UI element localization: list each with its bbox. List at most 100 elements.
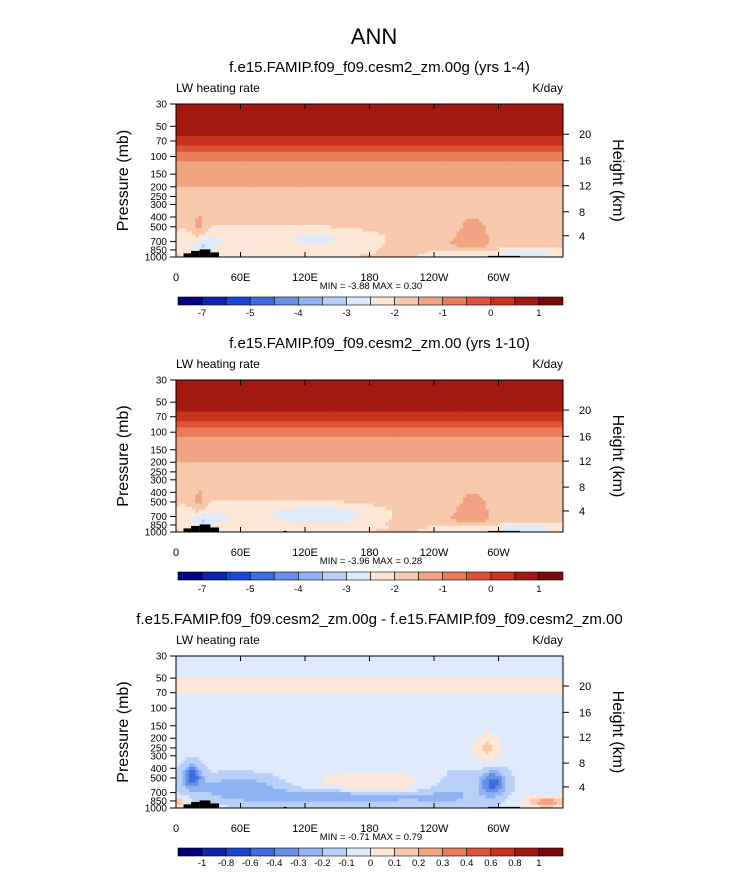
- heatmap-cell: [514, 139, 519, 143]
- heatmap-cell: [556, 190, 561, 194]
- heatmap-cell: [343, 221, 348, 226]
- heatmap-cell: [395, 151, 400, 156]
- heatmap-cell: [253, 132, 258, 137]
- heatmap-cell: [359, 193, 364, 198]
- heatmap-cell: [495, 170, 500, 175]
- heatmap-cell: [185, 107, 190, 111]
- heatmap-cell: [414, 158, 419, 162]
- heatmap-cell: [308, 218, 313, 223]
- heatmap-cell: [205, 148, 209, 153]
- heatmap-cell: [353, 202, 358, 207]
- heatmap-cell: [185, 196, 190, 201]
- heatmap-cell: [533, 151, 538, 156]
- heatmap-cell: [317, 158, 322, 162]
- heatmap-cell: [234, 132, 238, 137]
- heatmap-cell: [337, 183, 342, 188]
- heatmap-cell: [533, 126, 538, 131]
- heatmap-cell: [188, 180, 193, 185]
- heatmap-cell: [417, 135, 422, 140]
- heatmap-cell: [453, 151, 458, 156]
- heatmap-cell: [475, 177, 480, 182]
- heatmap-cell: [272, 155, 277, 159]
- heatmap-cell: [388, 119, 393, 124]
- heatmap-cell: [469, 123, 474, 127]
- heatmap-cell: [469, 161, 474, 166]
- heatmap-cell: [221, 126, 225, 131]
- heatmap-cell: [198, 151, 203, 156]
- heatmap-cell: [424, 196, 429, 201]
- heatmap-cell: [375, 135, 380, 140]
- heatmap-cell: [353, 186, 358, 191]
- heatmap-cell: [543, 126, 548, 131]
- heatmap-cell: [553, 228, 558, 233]
- heatmap-cell: [234, 190, 238, 194]
- heatmap-cell: [263, 158, 267, 162]
- heatmap-cell: [185, 142, 190, 147]
- heatmap-cell: [321, 142, 325, 147]
- heatmap-cell: [382, 129, 387, 134]
- heatmap-cell: [208, 167, 213, 172]
- heatmap-cell: [556, 104, 561, 108]
- heatmap-cell: [192, 177, 196, 182]
- heatmap-cell: [546, 129, 551, 134]
- heatmap-cell: [559, 209, 563, 213]
- heatmap-cell: [324, 190, 329, 194]
- heatmap-cell: [317, 174, 322, 178]
- heatmap-cell: [250, 164, 255, 169]
- heatmap-cell: [237, 199, 242, 204]
- heatmap-cell: [314, 228, 319, 233]
- heatmap-cell: [511, 206, 516, 210]
- heatmap-cell: [559, 218, 563, 223]
- heatmap-cell: [308, 193, 313, 198]
- heatmap-cell: [330, 206, 335, 210]
- heatmap-cell: [201, 177, 206, 182]
- heatmap-cell: [205, 228, 209, 233]
- heatmap-cell: [527, 119, 532, 124]
- heatmap-cell: [459, 107, 464, 111]
- heatmap-cell: [179, 212, 184, 217]
- heatmap-cell: [292, 135, 296, 140]
- heatmap-cell: [559, 161, 563, 166]
- heatmap-cell: [421, 142, 425, 147]
- heatmap-cell: [324, 158, 329, 162]
- heatmap-cell: [427, 196, 432, 201]
- heatmap-cell: [372, 126, 377, 131]
- heatmap-cell: [179, 215, 184, 220]
- heatmap-cell: [314, 170, 319, 175]
- heatmap-cell: [498, 139, 503, 143]
- heatmap-cell: [195, 206, 200, 210]
- heatmap-cell: [417, 218, 422, 223]
- heatmap-cell: [227, 104, 232, 108]
- heatmap-cell: [201, 218, 206, 223]
- heatmap-cell: [424, 228, 429, 233]
- heatmap-cell: [330, 196, 335, 201]
- heatmap-cell: [195, 129, 200, 134]
- heatmap-cell: [253, 221, 258, 226]
- heatmap-cell: [382, 174, 387, 178]
- heatmap-cell: [292, 180, 296, 185]
- heatmap-cell: [430, 107, 435, 111]
- heatmap-cell: [279, 148, 284, 153]
- heatmap-cell: [508, 139, 513, 143]
- heatmap-cell: [482, 177, 487, 182]
- heatmap-cell: [305, 139, 309, 143]
- heatmap-cell: [279, 174, 284, 178]
- heatmap-cell: [211, 142, 216, 147]
- heatmap-cell: [301, 148, 306, 153]
- heatmap-cell: [550, 116, 554, 121]
- heatmap-cell: [221, 155, 225, 159]
- heatmap-cell: [559, 139, 563, 143]
- heatmap-cell: [459, 116, 464, 121]
- heatmap-cell: [472, 113, 477, 118]
- heatmap-cell: [479, 209, 483, 213]
- heatmap-cell: [466, 161, 471, 166]
- heatmap-cell: [395, 180, 400, 185]
- heatmap-cell: [398, 155, 403, 159]
- heatmap-cell: [456, 177, 461, 182]
- heatmap-cell: [350, 231, 354, 236]
- heatmap-cell: [508, 126, 513, 131]
- heatmap-cell: [427, 186, 432, 191]
- heatmap-cell: [295, 155, 300, 159]
- heatmap-cell: [375, 104, 380, 108]
- heatmap-cell: [359, 104, 364, 108]
